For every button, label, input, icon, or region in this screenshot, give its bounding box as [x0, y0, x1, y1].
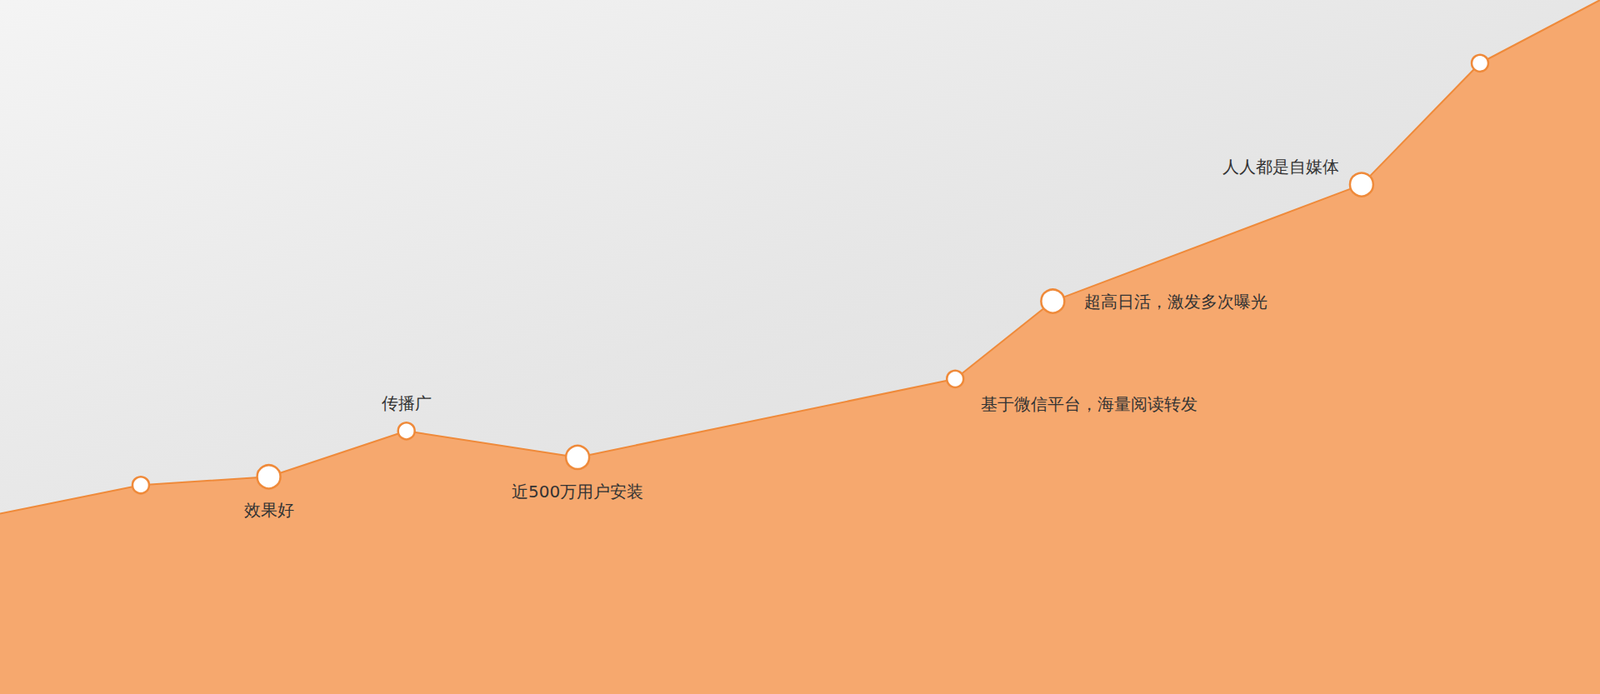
svg-text:传播广: 传播广: [381, 393, 432, 414]
svg-text:效果好: 效果好: [244, 500, 295, 520]
svg-text:超高日活，激发多次曝光: 超高日活，激发多次曝光: [1084, 291, 1268, 312]
svg-text:基于微信平台，海量阅读转发: 基于微信平台，海量阅读转发: [980, 394, 1198, 415]
svg-text:人人都是自媒体: 人人都是自媒体: [1222, 156, 1340, 177]
svg-text:近500万用户安装: 近500万用户安装: [511, 481, 644, 502]
